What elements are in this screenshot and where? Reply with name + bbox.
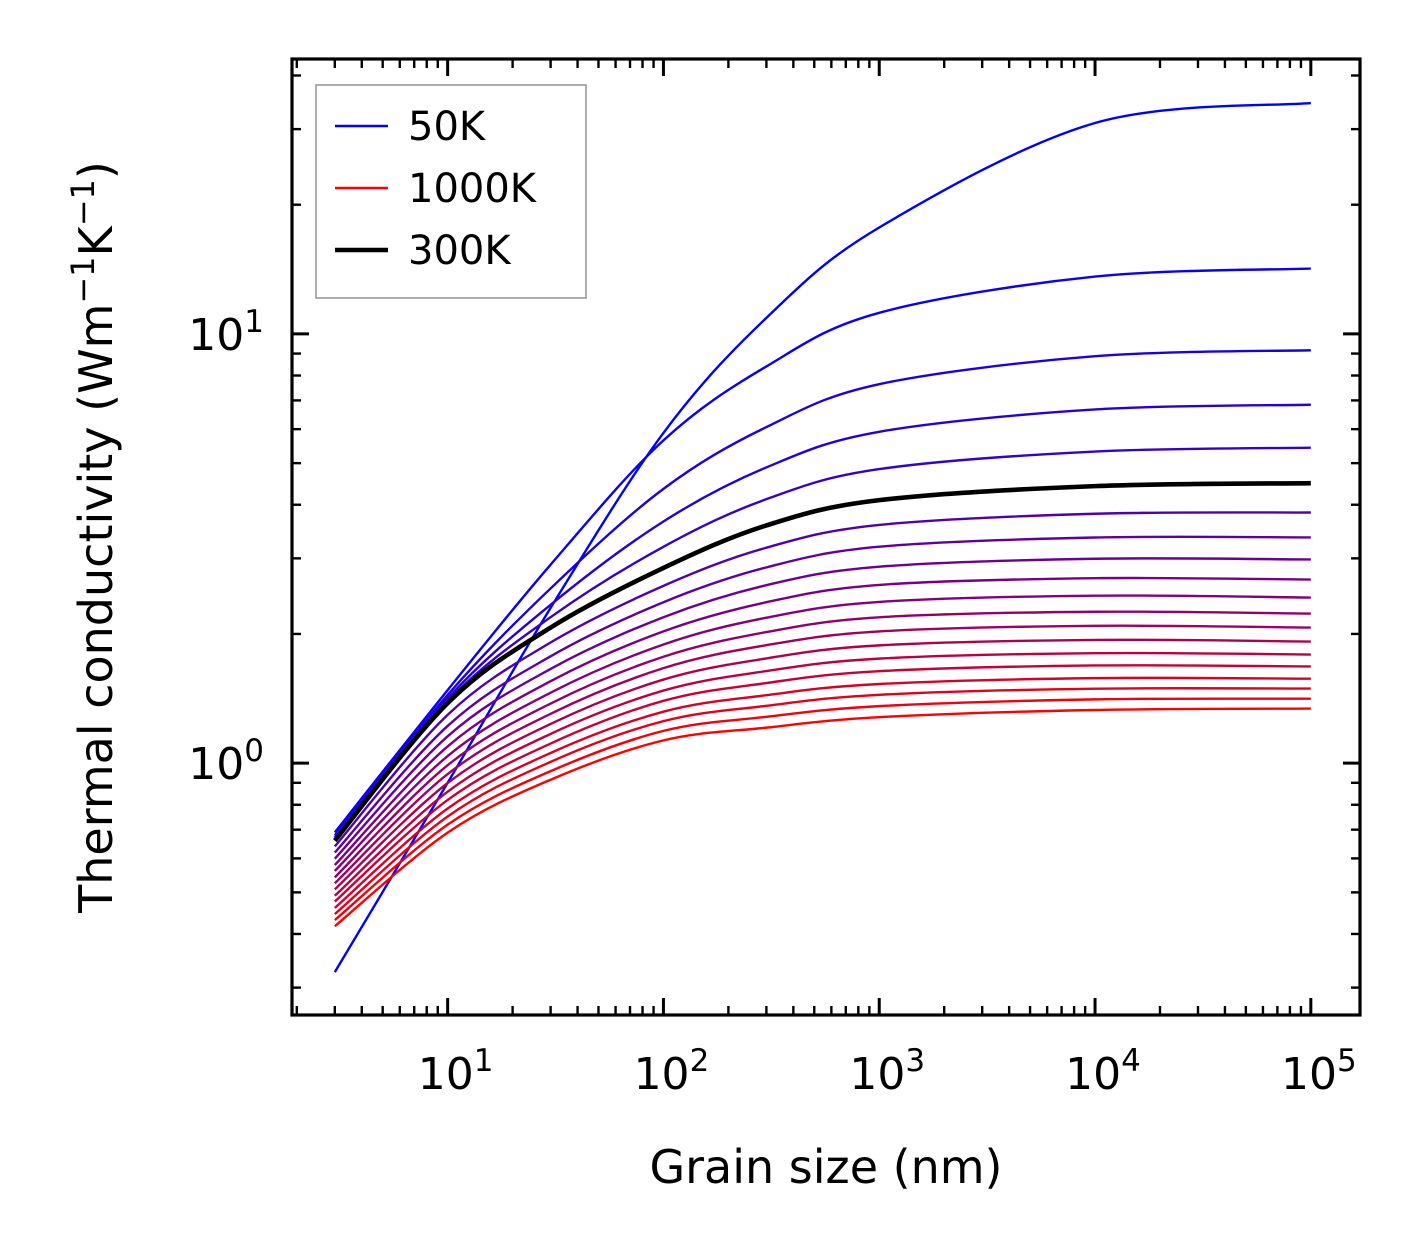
legend-entry-1000k: 1000K	[335, 166, 538, 212]
series-line-1000k	[334, 707, 1311, 928]
series-line-900k	[334, 687, 1311, 916]
series-line-550k	[333, 594, 1311, 872]
tick-labels-layer: 101 102 103 104 105 100 101	[188, 304, 1356, 1100]
series-line-450k	[333, 557, 1311, 860]
y-tick-label: 100	[188, 733, 264, 790]
x-tick-label: 102	[634, 1043, 710, 1100]
series-line-800k	[334, 664, 1311, 903]
series-line-300k	[333, 480, 1311, 843]
legend-entry-50k: 50K	[335, 104, 487, 150]
legend-label: 1000K	[408, 166, 538, 212]
series-layer	[333, 101, 1311, 973]
series-line-850k	[334, 676, 1311, 909]
x-tick-label: 103	[849, 1043, 925, 1100]
legend-frame	[315, 84, 587, 299]
x-tick-label: 105	[1281, 1043, 1357, 1100]
series-line-500k	[333, 576, 1311, 866]
x-tick-label: 104	[1065, 1043, 1141, 1100]
legend: 50K 1000K 300K	[315, 84, 587, 299]
series-line-600k	[333, 610, 1311, 879]
series-line-650k	[333, 624, 1311, 885]
legend-entry-300k: 300K	[335, 228, 512, 274]
legend-label: 50K	[408, 104, 487, 150]
legend-label: 300K	[408, 228, 512, 274]
series-line-350k	[333, 511, 1311, 848]
series-line-200k	[333, 403, 1311, 839]
plot-frame	[290, 57, 1362, 1017]
series-line-150k	[333, 349, 1311, 837]
series-line-700k	[333, 638, 1311, 891]
series-line-750k	[333, 651, 1311, 897]
series-line-400k	[333, 535, 1311, 854]
x-tick-label: 101	[418, 1043, 494, 1100]
y-tick-label: 101	[188, 304, 264, 361]
y-axis-label: Thermal conductivity (Wm−1K−1)	[64, 161, 123, 914]
x-axis-label: Grain size (nm)	[650, 1140, 1003, 1194]
series-line-100k	[333, 267, 1311, 834]
series-line-950k	[334, 697, 1311, 921]
